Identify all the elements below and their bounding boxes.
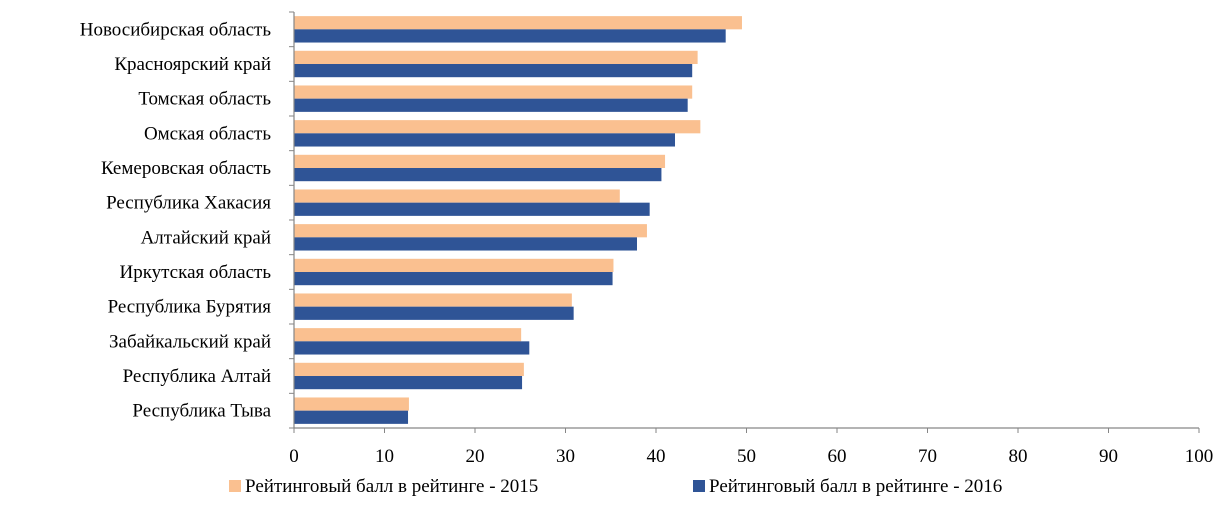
category-label: Омская область: [144, 123, 271, 144]
bar-2016-4: [294, 168, 662, 182]
category-label: Алтайский край: [141, 227, 271, 248]
bar-2015-9: [294, 328, 522, 342]
category-label: Республика Алтай: [123, 366, 271, 387]
bar-2015-10: [294, 362, 524, 376]
legend-label-2015: Рейтинговый балл в рейтинге - 2015: [245, 476, 538, 497]
category-label: Новосибирская область: [80, 19, 272, 40]
x-tick-label: 100: [1185, 446, 1214, 467]
bar-2016-9: [294, 341, 530, 355]
x-tick-label: 70: [918, 446, 937, 467]
legend-label-2016: Рейтинговый балл в рейтинге - 2016: [709, 476, 1002, 497]
x-tick-label: 80: [1009, 446, 1028, 467]
bar-2016-10: [294, 376, 523, 390]
bar-2015-7: [294, 258, 614, 272]
category-label: Забайкальский край: [109, 331, 271, 352]
x-tick-label: 20: [466, 446, 485, 467]
legend: Рейтинговый балл в рейтинге - 2015 Рейтин…: [229, 476, 1002, 497]
x-tick-label: 50: [737, 446, 756, 467]
x-tick-label: 0: [289, 446, 299, 467]
x-tick-label: 40: [647, 446, 666, 467]
category-label: Красноярский край: [114, 54, 271, 75]
bar-2016-2: [294, 98, 688, 112]
x-tick-label: 10: [375, 446, 394, 467]
x-tick-label: 60: [828, 446, 847, 467]
bar-2015-3: [294, 120, 701, 134]
bar-2015-1: [294, 50, 698, 64]
bar-2015-11: [294, 397, 409, 411]
bar-2015-0: [294, 16, 742, 30]
legend-swatch-2015: [229, 480, 241, 492]
x-tick-label: 30: [556, 446, 575, 467]
category-label: Республика Бурятия: [108, 297, 272, 318]
bar-2015-2: [294, 85, 693, 99]
bar-2015-4: [294, 154, 666, 168]
bar-2015-8: [294, 293, 572, 307]
bar-2016-3: [294, 133, 676, 147]
bar-2016-7: [294, 272, 613, 286]
bar-2016-6: [294, 237, 637, 251]
axes-group: [289, 11, 1200, 433]
legend-swatch-2016: [693, 480, 705, 492]
bar-2016-11: [294, 410, 409, 424]
category-label: Республика Хакасия: [106, 193, 271, 214]
bar-2015-5: [294, 189, 620, 203]
bar-2016-5: [294, 202, 650, 216]
x-tick-label: 90: [1099, 446, 1118, 467]
category-labels: Новосибирская область Красноярский край То…: [80, 19, 272, 421]
bar-2015-6: [294, 224, 647, 238]
category-label: Иркутская область: [119, 262, 271, 283]
x-tick-labels: 0 10 20 30 40 50 60 70 80 90 100: [289, 446, 1213, 467]
bars-group: [294, 16, 742, 424]
bar-2016-0: [294, 29, 726, 43]
category-label: Томская область: [138, 89, 271, 110]
category-label: Республика Тыва: [132, 401, 271, 422]
category-label: Кемеровская область: [101, 158, 271, 179]
bar-2016-1: [294, 64, 693, 78]
bar-2016-8: [294, 306, 574, 320]
